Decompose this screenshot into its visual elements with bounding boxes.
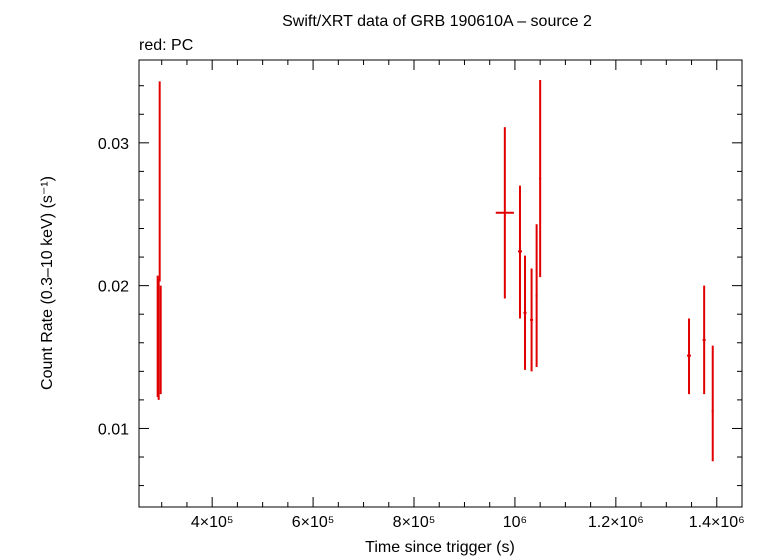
data-point — [711, 345, 714, 462]
data-point — [159, 285, 162, 395]
chart-title: Swift/XRT data of GRB 190610A – source 2 — [282, 13, 592, 30]
x-tick-label: 10⁶ — [503, 514, 527, 531]
y-tick-label: 0.01 — [98, 421, 129, 438]
data-point — [158, 81, 161, 282]
x-tick-label: 1.2×10⁶ — [588, 514, 644, 531]
y-axis-ticks: 0.01 0.02 0.03 — [98, 85, 742, 487]
data-point — [530, 268, 534, 372]
data-point — [523, 255, 527, 370]
chart-subtitle: red: PC — [139, 37, 193, 54]
data-points — [156, 79, 714, 462]
y-tick-label: 0.02 — [98, 279, 129, 296]
y-tick-label: 0.03 — [98, 136, 129, 153]
x-axis-ticks: 4×10⁵ 6×10⁵ 8×10⁵ 10⁶ 1.2×10⁶ 1.4×10⁶ — [161, 60, 745, 531]
data-point — [539, 79, 542, 278]
data-point — [495, 127, 514, 299]
y-axis-label: Count Rate (0.3–10 keV) (s⁻¹) — [39, 176, 56, 390]
data-point — [535, 224, 538, 368]
data-point — [517, 185, 522, 319]
x-tick-label: 4×10⁵ — [191, 514, 234, 531]
x-axis-label: Time since trigger (s) — [365, 539, 515, 556]
x-tick-label: 1.4×10⁶ — [689, 514, 745, 531]
data-point — [702, 285, 706, 395]
plot-frame — [138, 59, 743, 508]
x-tick-label: 8×10⁵ — [393, 514, 436, 531]
data-point — [157, 278, 160, 400]
x-tick-label: 6×10⁵ — [292, 514, 335, 531]
data-point — [686, 318, 692, 395]
